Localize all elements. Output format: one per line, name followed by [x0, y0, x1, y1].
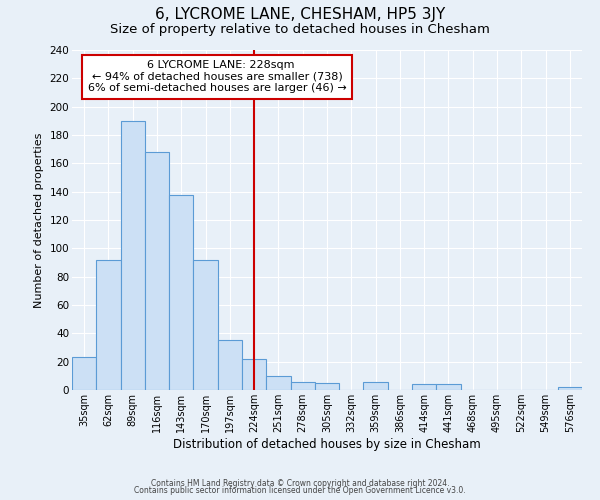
Text: Contains public sector information licensed under the Open Government Licence v3: Contains public sector information licen…	[134, 486, 466, 495]
Bar	[96, 260, 121, 390]
Text: Size of property relative to detached houses in Chesham: Size of property relative to detached ho…	[110, 22, 490, 36]
Text: 6 LYCROME LANE: 228sqm
← 94% of detached houses are smaller (738)
6% of semi-det: 6 LYCROME LANE: 228sqm ← 94% of detached…	[88, 60, 347, 94]
Bar	[193, 260, 218, 390]
Text: 6, LYCROME LANE, CHESHAM, HP5 3JY: 6, LYCROME LANE, CHESHAM, HP5 3JY	[155, 8, 445, 22]
Y-axis label: Number of detached properties: Number of detached properties	[34, 132, 44, 308]
Bar	[218, 340, 242, 390]
Text: Contains HM Land Registry data © Crown copyright and database right 2024.: Contains HM Land Registry data © Crown c…	[151, 478, 449, 488]
Bar	[436, 384, 461, 390]
Bar	[412, 384, 436, 390]
Bar	[315, 383, 339, 390]
Bar	[121, 121, 145, 390]
Bar	[72, 358, 96, 390]
Bar	[558, 387, 582, 390]
Bar	[290, 382, 315, 390]
Bar	[145, 152, 169, 390]
X-axis label: Distribution of detached houses by size in Chesham: Distribution of detached houses by size …	[173, 438, 481, 451]
Bar	[242, 359, 266, 390]
Bar	[364, 382, 388, 390]
Bar	[169, 194, 193, 390]
Bar	[266, 376, 290, 390]
